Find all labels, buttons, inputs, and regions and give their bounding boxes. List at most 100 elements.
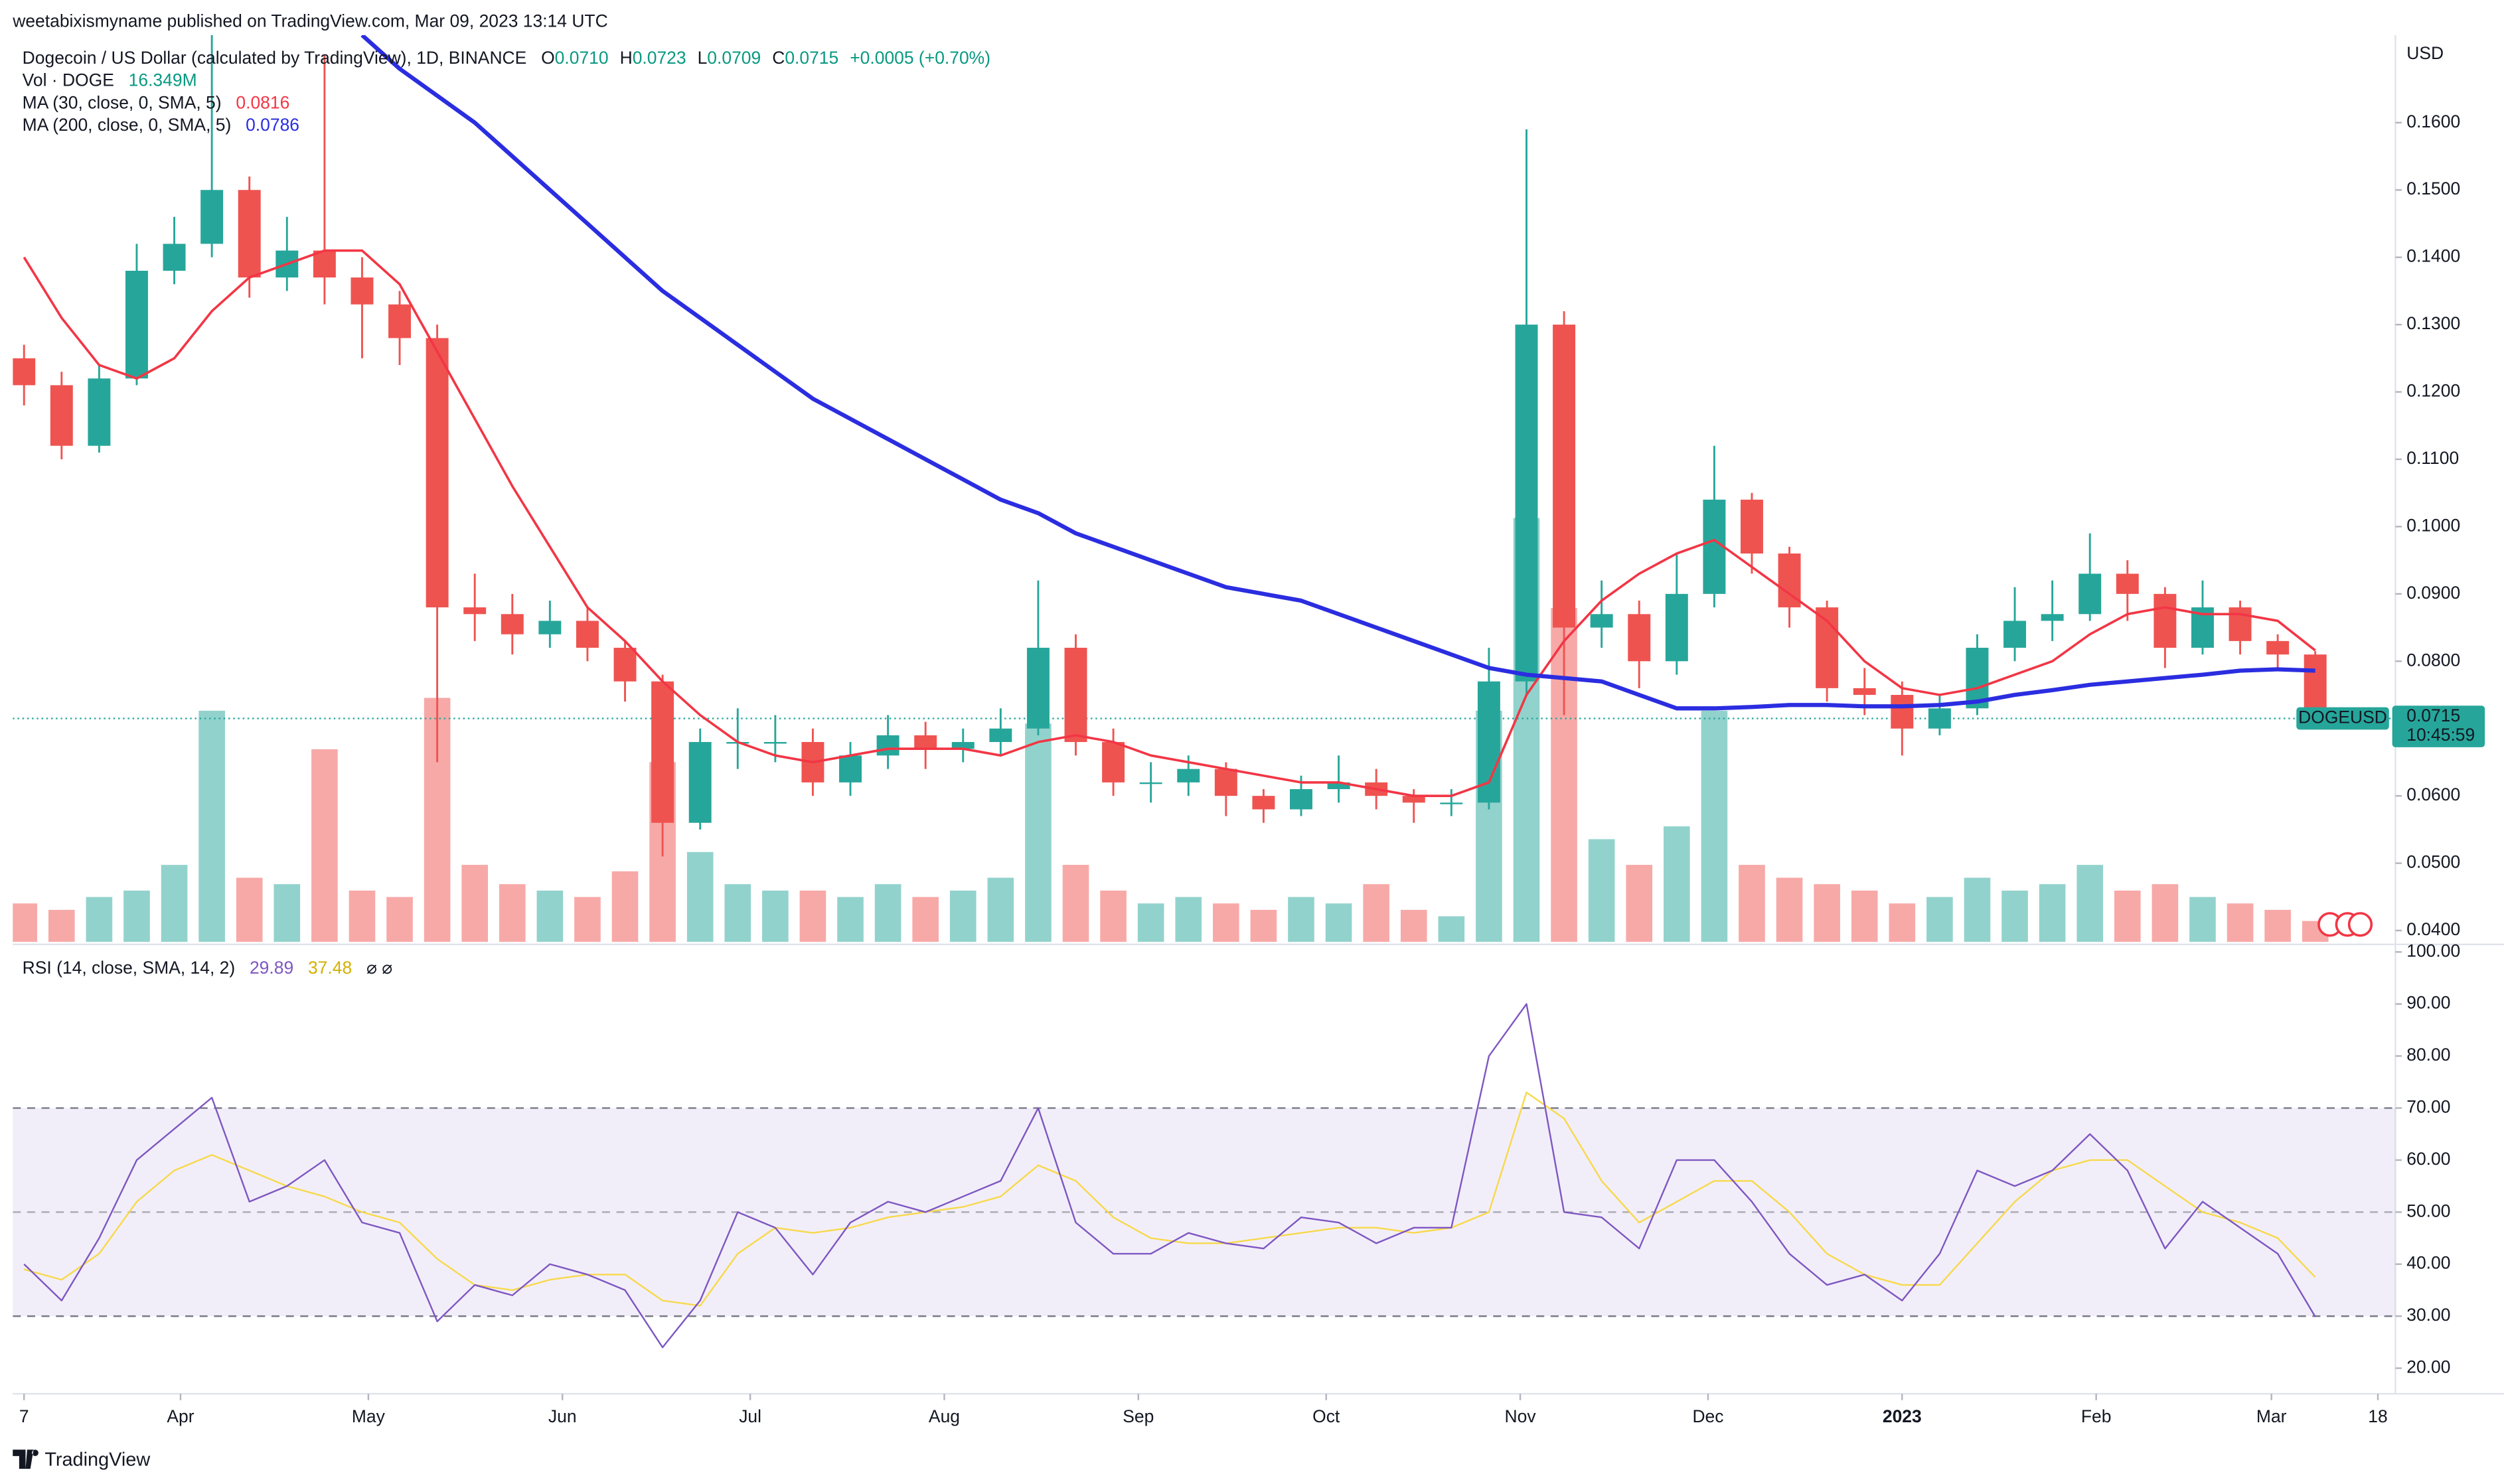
candle-body — [1177, 769, 1200, 782]
volume-bar — [311, 749, 338, 942]
x-tick-label: 18 — [2368, 1406, 2387, 1426]
x-tick-label: May — [352, 1406, 386, 1426]
rsi-name: RSI (14, close, SMA, 14, 2) — [23, 958, 236, 978]
rsi-y-tick-label: 60.00 — [2406, 1149, 2450, 1169]
candle-body — [839, 755, 862, 782]
candle-body — [13, 358, 36, 386]
volume-bar — [1100, 890, 1127, 942]
last-price-label: 0.0715 — [2406, 705, 2460, 725]
volume-bar — [1889, 903, 1916, 942]
y-tick-label: 0.1300 — [2406, 313, 2460, 333]
candle-body — [88, 378, 111, 446]
candle-body — [1139, 782, 1162, 784]
symbol-label: DOGEUSD — [2298, 707, 2387, 727]
x-tick-label: Sep — [1123, 1406, 1154, 1426]
volume-bar — [2189, 897, 2216, 942]
brand-logo — [13, 1449, 39, 1469]
volume-legend: Vol · DOGE 16.349M — [23, 70, 197, 90]
ohlc-value: 0.0715 — [785, 48, 838, 68]
candle-body — [238, 190, 261, 278]
y-tick-label: 0.1100 — [2406, 448, 2459, 468]
y-tick-label: 0.1000 — [2406, 515, 2460, 535]
ohlc-value: 0.0709 — [707, 48, 761, 68]
candle-body — [914, 735, 937, 749]
rsi-band-fill — [13, 1108, 2396, 1317]
y-tick-label: 0.1500 — [2406, 179, 2460, 198]
volume-bar — [2264, 909, 2291, 942]
candle-body — [463, 607, 487, 615]
volume-bar — [1438, 916, 1465, 942]
candle-body — [1665, 593, 1688, 662]
volume-name: Vol · DOGE — [23, 70, 114, 90]
candle-body — [1515, 325, 1538, 682]
rsi-y-tick-label: 20.00 — [2406, 1357, 2450, 1376]
volume-bar — [724, 884, 751, 942]
x-tick-label: 7 — [19, 1406, 29, 1426]
visibility-icon[interactable]: ⌀ ⌀ — [366, 958, 392, 978]
candle-body — [951, 742, 975, 749]
x-tick-label: Apr — [167, 1406, 194, 1426]
rsi-sma-value: 37.48 — [308, 958, 352, 978]
ma-value: 0.0816 — [236, 92, 289, 112]
volume-bar — [1701, 710, 1728, 942]
candle-body — [388, 304, 412, 338]
publisher: weetabixismyname published on TradingVie… — [12, 11, 607, 31]
candle-body — [313, 250, 336, 278]
candle-body — [1214, 769, 1237, 796]
currency: USD — [2406, 43, 2444, 63]
volume-bar — [2039, 884, 2066, 942]
ohlc-value: 0.0710 — [555, 48, 609, 68]
ma-legend: MA (200, close, 0, SMA, 5) 0.0786 — [23, 115, 299, 135]
candle-body — [2003, 621, 2027, 648]
candle-body — [50, 385, 73, 446]
candle-body — [651, 681, 674, 823]
x-tick-label: Oct — [1312, 1406, 1340, 1426]
candle-body — [1327, 782, 1350, 790]
candle-body — [200, 190, 224, 244]
event-icon[interactable] — [2347, 912, 2373, 937]
volume-bar — [2152, 884, 2179, 942]
volume-bar — [1363, 884, 1389, 942]
candle-body — [125, 270, 148, 379]
rsi-legend: RSI (14, close, SMA, 14, 2) 29.89 37.48 … — [23, 958, 392, 978]
rsi-y-tick-label: 80.00 — [2406, 1045, 2450, 1065]
y-tick-label: 0.0900 — [2406, 583, 2460, 603]
ohlc-key: C — [772, 48, 785, 68]
candle-body — [876, 735, 900, 756]
volume-bar — [1814, 884, 1840, 942]
candle-body — [1553, 325, 1576, 628]
ohlc-key: O — [541, 48, 555, 68]
symbol-tag — [2296, 707, 2389, 730]
candle-body — [613, 648, 637, 682]
candle-body — [2266, 640, 2290, 655]
volume-bar — [1062, 865, 1089, 942]
volume-bar — [86, 897, 113, 942]
volume-bar — [48, 909, 75, 942]
ma-legend: MA (30, close, 0, SMA, 5) 0.0816 — [23, 92, 290, 112]
candle-body — [989, 728, 1012, 743]
volume-bar — [762, 890, 789, 942]
candle-body — [688, 742, 712, 823]
candle-body — [2153, 593, 2177, 648]
event-icons — [2317, 912, 2373, 937]
volume-bar — [1213, 903, 1239, 942]
volume-bar — [499, 884, 526, 942]
ma-name: MA (200, close, 0, SMA, 5) — [23, 115, 232, 135]
ohlc-value: 0.0723 — [633, 48, 686, 68]
x-tick-label: 2023 — [1883, 1406, 1922, 1426]
candle-body — [501, 614, 524, 634]
candle-body — [1628, 614, 1651, 662]
volume-bar — [123, 890, 150, 942]
candle-body — [576, 621, 599, 648]
volume-value: 16.349M — [129, 70, 197, 90]
volume-bar — [13, 903, 38, 942]
ma-value: 0.0786 — [246, 115, 299, 135]
volume-bar — [987, 877, 1014, 942]
y-tick-label: 0.0400 — [2406, 919, 2460, 939]
candle-body — [2116, 573, 2139, 594]
y-tick-label: 0.1400 — [2406, 246, 2460, 266]
candle-body — [1853, 688, 1876, 696]
volume-bar — [1964, 877, 1991, 942]
axes: 0.04000.05000.06000.07000.08000.09000.10… — [19, 111, 2485, 1426]
